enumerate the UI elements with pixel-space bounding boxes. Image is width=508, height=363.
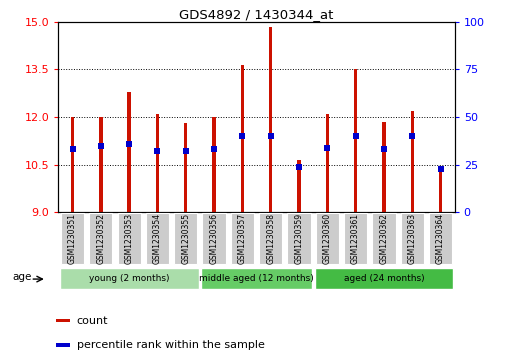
- Text: GSM1230357: GSM1230357: [238, 213, 247, 264]
- Bar: [128, 92, 131, 212]
- Bar: [401, 213, 424, 264]
- Point: [267, 133, 275, 139]
- Text: age: age: [13, 272, 32, 282]
- Bar: [146, 213, 169, 264]
- Text: count: count: [77, 315, 108, 326]
- Bar: [382, 122, 386, 212]
- Bar: [314, 268, 453, 289]
- Text: aged (24 months): aged (24 months): [343, 274, 424, 283]
- Point: [380, 147, 388, 152]
- Point: [125, 141, 133, 147]
- Bar: [439, 166, 442, 212]
- Bar: [269, 26, 272, 212]
- Bar: [288, 213, 310, 264]
- Bar: [174, 213, 198, 264]
- Text: GSM1230356: GSM1230356: [210, 213, 218, 264]
- Text: GSM1230352: GSM1230352: [97, 213, 105, 264]
- Point: [210, 147, 218, 152]
- Point: [69, 147, 77, 152]
- Bar: [410, 111, 414, 212]
- Bar: [203, 213, 226, 264]
- Point: [352, 133, 360, 139]
- Point: [97, 143, 105, 148]
- Text: GSM1230351: GSM1230351: [68, 213, 77, 264]
- Text: GSM1230358: GSM1230358: [266, 213, 275, 264]
- Text: GSM1230359: GSM1230359: [295, 213, 303, 264]
- Point: [436, 166, 444, 171]
- Text: GSM1230363: GSM1230363: [408, 213, 417, 264]
- Point: [182, 148, 190, 154]
- Bar: [61, 213, 84, 264]
- Bar: [99, 117, 103, 212]
- Bar: [344, 213, 367, 264]
- Bar: [56, 343, 70, 347]
- Bar: [231, 213, 254, 264]
- Point: [323, 145, 331, 151]
- Text: GSM1230354: GSM1230354: [153, 213, 162, 264]
- Bar: [297, 160, 301, 212]
- Point: [153, 148, 162, 154]
- Bar: [201, 268, 312, 289]
- Bar: [71, 117, 74, 212]
- Bar: [156, 114, 159, 212]
- Bar: [326, 114, 329, 212]
- Bar: [89, 213, 112, 264]
- Text: middle aged (12 months): middle aged (12 months): [199, 274, 314, 283]
- Point: [295, 164, 303, 170]
- Bar: [372, 213, 396, 264]
- Bar: [259, 213, 282, 264]
- Text: GSM1230364: GSM1230364: [436, 213, 445, 264]
- Title: GDS4892 / 1430344_at: GDS4892 / 1430344_at: [179, 8, 334, 21]
- Text: GSM1230360: GSM1230360: [323, 213, 332, 264]
- Text: GSM1230362: GSM1230362: [379, 213, 389, 264]
- Bar: [354, 69, 357, 212]
- Point: [408, 133, 416, 139]
- Text: percentile rank within the sample: percentile rank within the sample: [77, 340, 265, 350]
- Text: GSM1230361: GSM1230361: [351, 213, 360, 264]
- Text: GSM1230355: GSM1230355: [181, 213, 190, 264]
- Bar: [429, 213, 452, 264]
- Point: [238, 133, 246, 139]
- Bar: [212, 117, 216, 212]
- Bar: [241, 65, 244, 212]
- Bar: [315, 213, 339, 264]
- Text: GSM1230353: GSM1230353: [124, 213, 134, 264]
- Text: young (2 months): young (2 months): [89, 274, 170, 283]
- Bar: [184, 123, 187, 212]
- Bar: [60, 268, 199, 289]
- Bar: [117, 213, 141, 264]
- Bar: [56, 319, 70, 322]
